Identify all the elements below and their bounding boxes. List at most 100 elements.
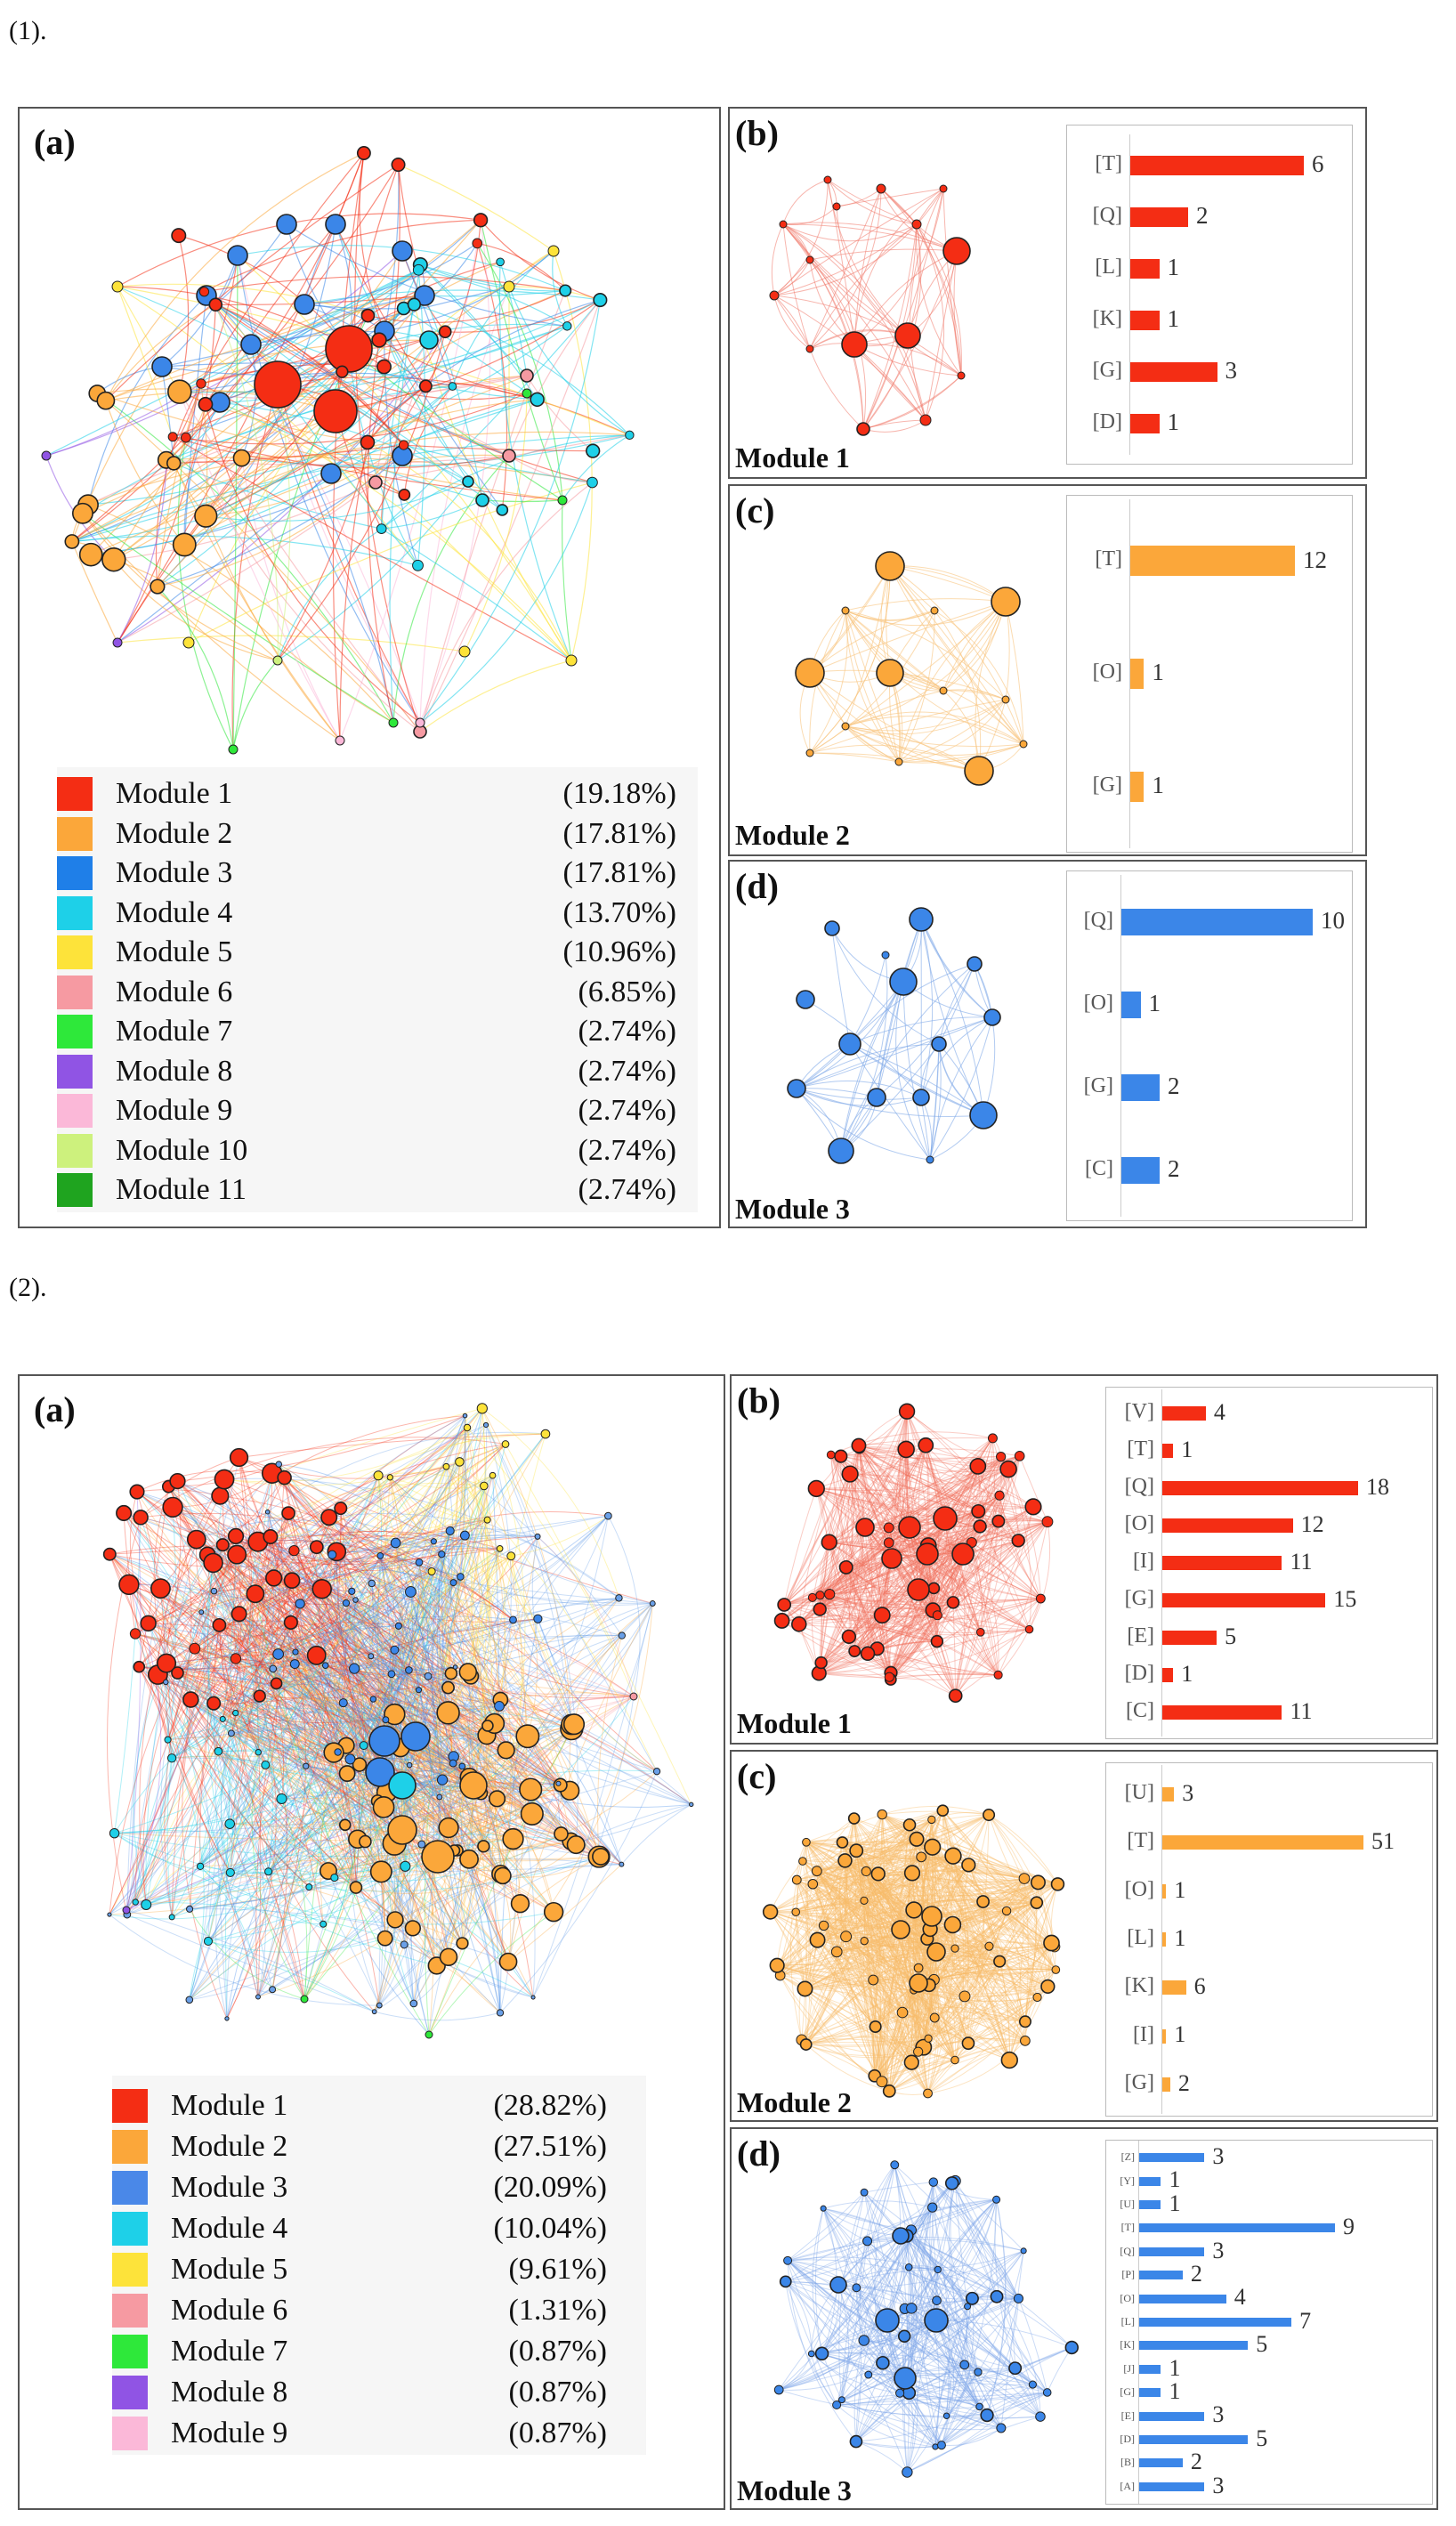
network-node [821,1534,837,1550]
network-edge [859,1447,1034,1508]
network-edge [796,1879,837,1953]
network-edge [449,1530,575,1725]
network-edge [819,1640,938,1674]
network-edge [855,1850,1000,1963]
network-edge [829,1553,928,1595]
network-edge [279,1463,381,1557]
bar [1162,1481,1358,1495]
network-edge [109,1622,292,1915]
network-edge [927,2017,935,2093]
network-edge [859,1447,873,1654]
bar [1130,659,1145,689]
network-edge [908,2182,953,2393]
network-edge [864,1526,892,1673]
network-edge [819,1437,993,1610]
network-node [254,360,302,409]
network-edge [278,1463,372,1657]
network-edge [201,1611,449,1688]
network-edge [935,2320,951,2446]
network-node [386,1911,404,1929]
bar-value-label: 11 [1290,1697,1313,1724]
network-edge [927,2020,1026,2094]
network-edge [507,1864,622,1963]
panel-tag: (b) [735,113,779,153]
network-edge [837,2284,936,2448]
network-edge [977,1466,1041,1599]
network-edge [123,1512,202,1613]
network-edge [321,1511,609,1590]
network-edge [235,1622,292,1713]
network-edge [499,1770,658,2013]
network-edge [898,601,1007,763]
network-edge [291,1580,419,1691]
network-edge [845,610,944,692]
network-edge [941,2298,975,2446]
network-edge [916,223,962,376]
network-node [930,606,939,615]
legend-item: Module 6 (1.31%) [112,2291,607,2330]
network-node [898,1403,916,1420]
network-edge [45,250,403,457]
network-edge [906,2306,968,2473]
network-edge [413,1444,506,1737]
network-node [791,1907,801,1917]
network-edge [335,223,469,482]
network-edge [200,1541,259,1613]
network-node [214,1469,235,1490]
network-edge [125,1492,142,1911]
network-edge [916,223,962,376]
network-edge [113,250,403,561]
network-edge [351,1534,538,1592]
network-node [860,2188,869,2197]
network-edge [257,1858,470,1997]
network-edge [255,1593,471,1780]
network-edge [870,1874,879,1980]
network-edge [386,1530,453,1793]
network-edge [876,919,922,1098]
network-edge [109,1871,382,1915]
network-node [412,263,425,276]
network-edge [343,1702,378,1801]
network-edge [820,1594,937,1642]
network-edge [207,1838,359,1942]
network-node [494,1866,512,1885]
network-edge [419,299,601,733]
network-edge [813,1824,910,1885]
network-node [328,1550,337,1559]
network-edge [374,1856,600,2012]
network-edge [812,1597,937,1642]
network-edge [845,1567,869,1654]
network-edge [109,1553,365,1746]
network-node [892,2227,910,2245]
network-edge [819,1553,964,1610]
network-edge [166,1663,501,1874]
network-edge [932,2207,950,2417]
network-edge [798,1455,842,1624]
network-edge [780,1974,969,2044]
network-edge [481,1408,526,1847]
network-edge [829,1542,1041,1599]
network-edge [365,1778,471,1842]
network-edge [455,1666,507,1751]
bar-category-label: [U] [1124,1781,1154,1805]
network-edge [907,2416,1041,2473]
network-node [475,493,489,507]
edges [771,179,962,433]
network-node [368,1579,376,1588]
network-edge [171,1599,356,1759]
network-node [459,1771,488,1800]
network-edge [865,1818,933,1872]
network-edge [849,1043,984,1116]
network-edge [183,401,221,545]
network-edge [796,1879,810,1989]
legend-swatch [112,2253,148,2287]
network-edge [853,250,958,345]
bar-category-label: [G] [1092,773,1122,797]
network-edge [856,2287,1041,2417]
network-edge [903,2182,934,2473]
network-edge [816,1870,925,2048]
module-name: Module 3 [735,1193,850,1225]
network-edge [413,1798,497,2004]
network-edge [845,1859,930,1986]
network-node [330,1873,339,1882]
